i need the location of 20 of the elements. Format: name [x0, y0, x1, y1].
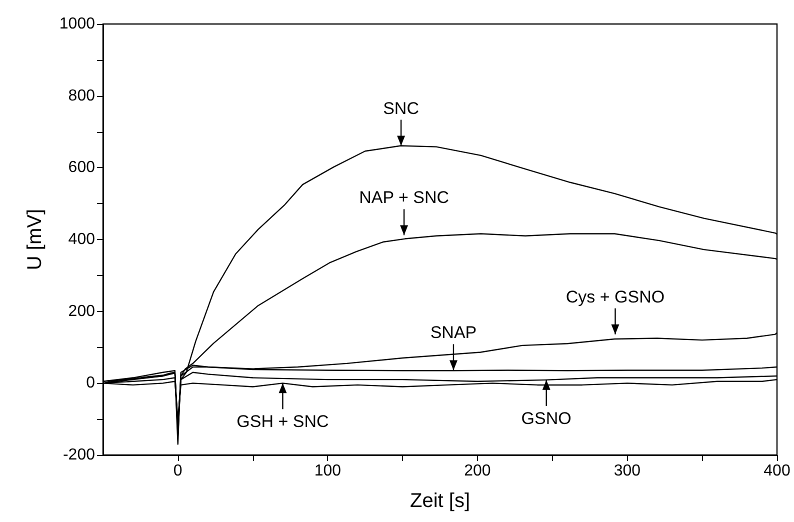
x-tick-label: 0	[173, 462, 182, 480]
y-tick-label: 800	[68, 87, 96, 104]
annotation: SNAP	[430, 323, 477, 342]
annotation: NAP + SNC	[359, 188, 450, 208]
y-tick-label: 200	[68, 302, 96, 320]
y-tick-label: 400	[68, 231, 96, 248]
annotation: GSH + SNC	[236, 412, 329, 432]
x-tick-label: 100	[314, 462, 342, 480]
y-tick-label: 0	[86, 374, 96, 392]
x-axis-title: Zeit [s]	[410, 490, 470, 512]
annotation: GSNO	[521, 408, 572, 428]
annotation: SNC	[383, 98, 420, 118]
y-axis-title: U [mV]	[24, 208, 46, 270]
x-tick-label: 400	[764, 462, 790, 480]
y-tick-label: -200	[62, 446, 96, 464]
y-tick-label: 600	[68, 159, 96, 176]
y-tick-label: 1000	[59, 16, 96, 32]
x-tick-label: 200	[464, 462, 491, 480]
x-tick-label: 300	[614, 462, 641, 480]
annotation: Cys + GSNO	[566, 287, 665, 306]
